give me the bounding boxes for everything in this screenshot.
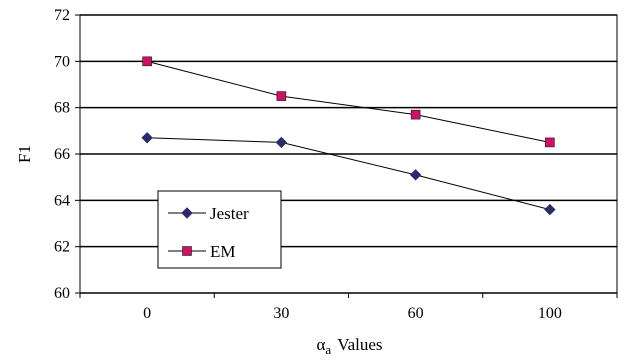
y-tick-label: 68 — [54, 100, 70, 117]
data-point-jester — [409, 169, 422, 181]
data-point-jester — [544, 203, 556, 216]
x-axis: 0 30 60 100 — [79, 293, 618, 322]
series-line-em — [146, 60, 550, 143]
x-axis-title-symbol: α — [317, 335, 326, 354]
x-tick-label: 30 — [273, 305, 289, 322]
legend-item-em: EM — [168, 242, 236, 261]
x-tick-label: 0 — [143, 305, 151, 322]
series-em — [142, 56, 555, 148]
data-point-em — [276, 91, 287, 101]
data-point-jester — [141, 132, 153, 144]
y-tick-label: 66 — [54, 146, 70, 163]
legend-marker-em — [182, 246, 192, 256]
data-point-em — [545, 137, 555, 148]
x-tick-label: 100 — [538, 305, 562, 322]
y-tick-label: 62 — [54, 239, 70, 256]
y-tick-label: 64 — [54, 192, 70, 209]
legend-box — [157, 190, 282, 269]
legend-item-jester: Jester — [168, 204, 249, 223]
y-axis-title: F1 — [15, 145, 34, 163]
y-tick-label: 72 — [54, 7, 70, 24]
series-line-jester — [147, 137, 551, 211]
y-axis: 60 62 64 66 68 70 72 — [54, 7, 80, 302]
x-axis-title: αa Values — [317, 335, 383, 357]
series-layer — [141, 56, 556, 216]
data-point-em — [410, 109, 421, 120]
y-tick-label: 70 — [54, 53, 70, 70]
data-point-jester — [275, 136, 288, 149]
legend: Jester EM — [157, 190, 282, 269]
legend-label-em: EM — [210, 242, 236, 261]
series-jester — [141, 132, 556, 216]
data-point-em — [142, 56, 152, 67]
y-tick-label: 60 — [54, 285, 70, 302]
x-tick-label: 60 — [408, 305, 424, 322]
x-axis-title-subscript: a — [325, 342, 331, 357]
legend-marker-jester — [181, 207, 193, 219]
x-axis-title-text: Values — [337, 335, 382, 354]
legend-label-jester: Jester — [210, 204, 249, 223]
